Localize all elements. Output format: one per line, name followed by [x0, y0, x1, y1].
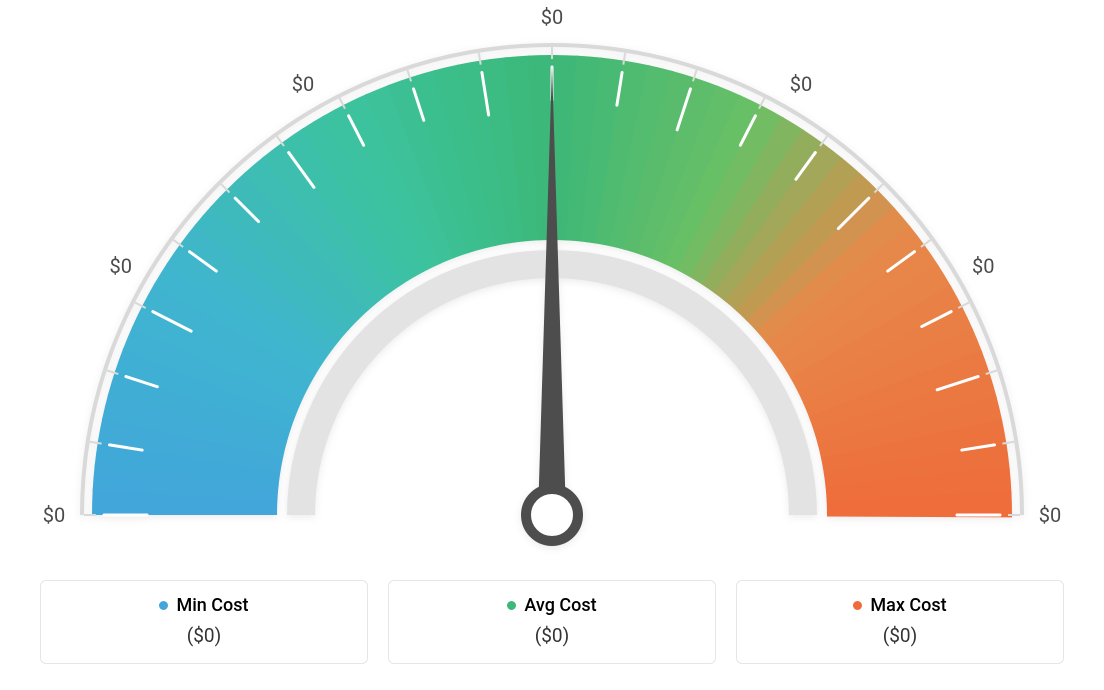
legend-dot-avg — [507, 601, 516, 610]
gauge-tick-label: $0 — [43, 503, 65, 527]
legend-value-max: ($0) — [737, 624, 1063, 647]
legend-value-min: ($0) — [41, 624, 367, 647]
gauge-tick-label: $0 — [972, 254, 994, 278]
legend-title-min: Min Cost — [159, 595, 248, 616]
gauge-tick-label: $0 — [541, 5, 563, 29]
cost-gauge: $0 $0 $0 $0 $0 $0 $0 — [0, 0, 1104, 560]
gauge-svg — [0, 0, 1104, 560]
gauge-tick-label: $0 — [1039, 503, 1061, 527]
gauge-tick-label: $0 — [790, 72, 812, 96]
gauge-tick-label: $0 — [109, 254, 131, 278]
legend-card-avg: Avg Cost ($0) — [388, 580, 716, 664]
legend-label-min: Min Cost — [176, 595, 248, 616]
legend-row: Min Cost ($0) Avg Cost ($0) Max Cost ($0… — [40, 580, 1064, 664]
legend-value-avg: ($0) — [389, 624, 715, 647]
legend-label-avg: Avg Cost — [524, 595, 596, 616]
legend-label-max: Max Cost — [870, 595, 946, 616]
legend-title-max: Max Cost — [853, 595, 946, 616]
legend-card-min: Min Cost ($0) — [40, 580, 368, 664]
legend-card-max: Max Cost ($0) — [736, 580, 1064, 664]
legend-dot-min — [159, 601, 168, 610]
legend-title-avg: Avg Cost — [507, 595, 596, 616]
legend-dot-max — [853, 601, 862, 610]
gauge-tick-label: $0 — [292, 72, 314, 96]
